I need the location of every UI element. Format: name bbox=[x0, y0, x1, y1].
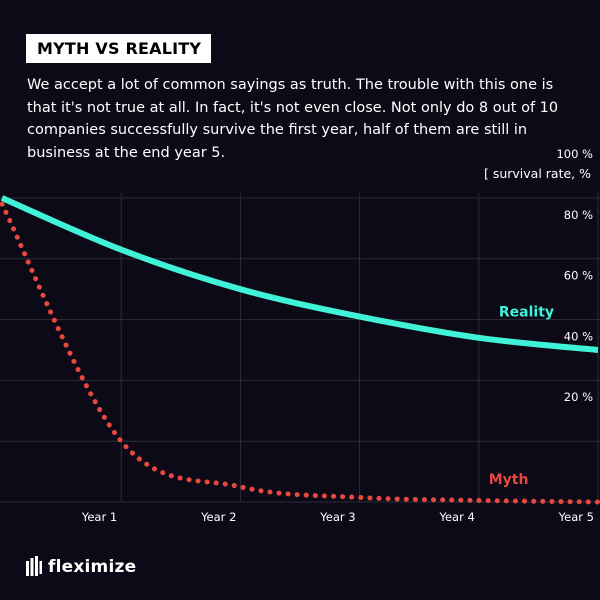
intro-text: We accept a lot of common sayings as tru… bbox=[27, 77, 559, 161]
axis-ticks: 20 % 40 % 60 % 80 % 100 % Year 1 Year 2 Year 3 Y… bbox=[81, 147, 594, 524]
x-tick-label: Year 1 bbox=[81, 510, 117, 524]
y-tick-label: 100 % bbox=[556, 147, 593, 161]
brand-logo: fleximize bbox=[26, 556, 136, 578]
x-tick-label: Year 2 bbox=[200, 510, 236, 524]
section-tag: MYTH VS REALITY bbox=[26, 34, 212, 63]
y-tick-label: 20 % bbox=[564, 390, 593, 404]
series-line-reality bbox=[0, 195, 599, 353]
x-tick-label: Year 4 bbox=[438, 510, 474, 524]
fleximize-logo-icon bbox=[26, 556, 42, 576]
x-tick-label: Year 3 bbox=[319, 510, 355, 524]
y-tick-label: 40 % bbox=[564, 329, 593, 343]
brand-name: fleximize bbox=[48, 557, 137, 577]
series-label-myth: Myth bbox=[489, 472, 529, 488]
grid-lines bbox=[0, 193, 600, 503]
x-tick-label: Year 5 bbox=[558, 510, 594, 524]
series-lines bbox=[0, 195, 600, 505]
series-label-reality: Reality bbox=[499, 305, 554, 321]
series-line-myth bbox=[0, 201, 600, 505]
unit-label: [ survival rate, % bbox=[483, 166, 591, 181]
y-tick-label: 60 % bbox=[564, 269, 593, 283]
series-labels: Reality Myth bbox=[489, 305, 554, 488]
y-tick-label: 80 % bbox=[564, 208, 593, 222]
